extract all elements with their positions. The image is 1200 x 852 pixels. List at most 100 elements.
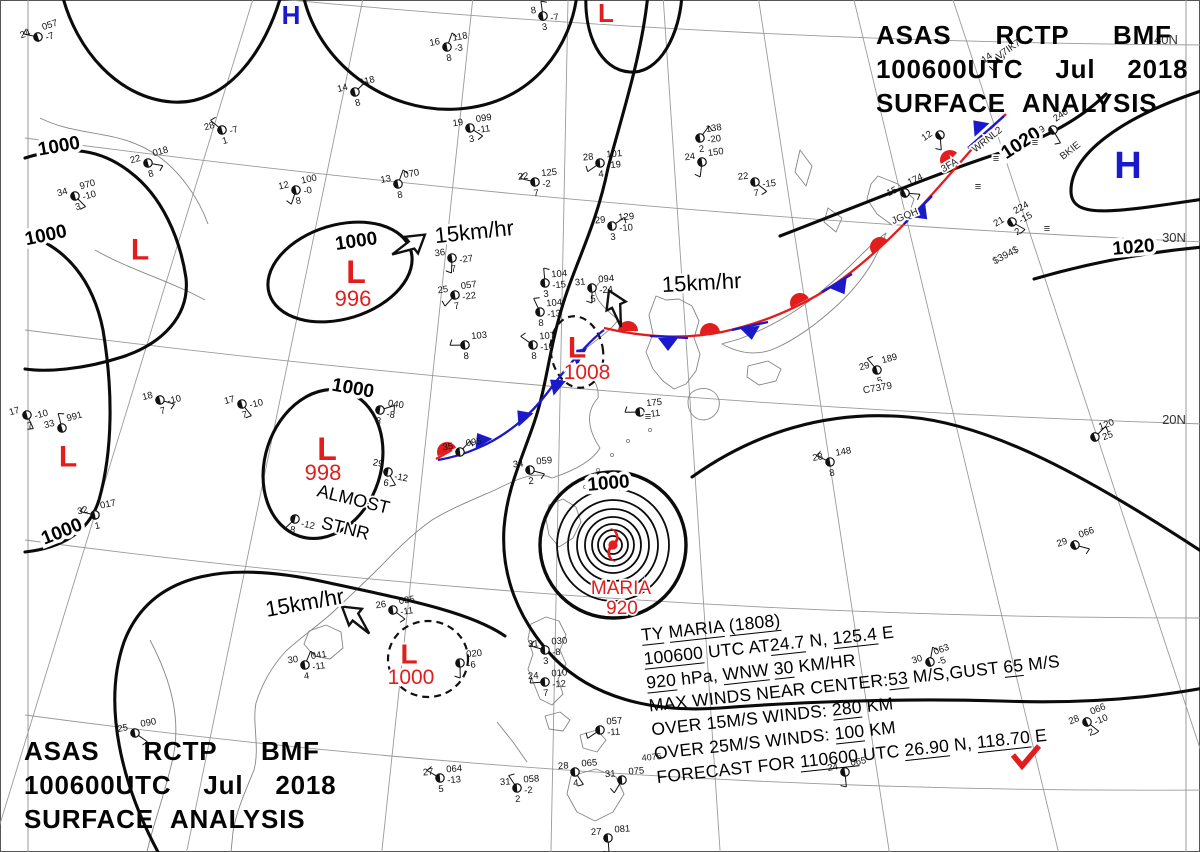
station-cloud-amount: 8 [538,318,544,329]
station-temp: 14 [980,51,995,66]
stationary-front-main-segment [821,273,853,293]
wind-barb [426,770,437,777]
isobar [113,570,507,852]
coastline [579,729,607,753]
station-plot: 25 057-227 [437,279,477,312]
station-cloud-amount: 8 [295,195,302,207]
station-tendency: -20 [707,133,722,146]
cold-front-symbol [570,348,587,366]
station-tendency: -10 [33,408,49,422]
wind-barb-tick [540,0,547,3]
wind-barb [23,33,34,37]
station-plot: 040-8 8 [375,398,404,427]
station-plot: 12 [920,129,945,151]
wind-barb [283,521,293,530]
station-tendency: -10 [166,393,182,407]
isobar [778,92,1108,238]
station-tendency: -2 [524,785,533,797]
station-cloud-amount: 8 [828,467,835,479]
wind-barb [533,470,545,475]
station-cloud-fill [33,33,40,42]
wind-barb [909,192,920,195]
station-temp: 15 [885,185,899,199]
station-temp: 28 [203,120,216,133]
stationary-front-main-segment [967,115,1005,149]
station-plot: 30 063-5 [910,642,950,668]
station-cloud-amount: 1 [221,135,229,147]
island [595,467,601,473]
station-tendency: -19 [607,159,622,171]
wind-barb [993,60,999,71]
wind-barb-tick [79,206,86,210]
station-cloud-amount: 8 [463,351,469,362]
pressure-center-value: 996 [335,286,372,311]
station-temp: 28 [558,760,569,772]
station-cloud-amount: 6 [382,477,389,489]
station-pressure: 118 [452,30,469,43]
wind-barb-tick [281,523,285,530]
station-cloud-amount: 7 [753,188,759,199]
station-cloud-amount: 5 [438,784,444,795]
station-tendency: -12 [393,471,408,484]
station-tendency: -8 [552,647,561,659]
wind-barb [533,298,539,309]
station-pressure: 090 [140,716,158,730]
station-cloud-amount: 7 [26,420,34,432]
map-annotation: ≡ [645,411,651,423]
typhoon-icon-core [608,540,618,550]
coastline [146,639,177,852]
station-pressure: 059 [536,455,553,467]
station-plot: 14 118 8 [336,74,376,109]
station-temp: 24 [684,151,696,163]
station-cloud-fill [442,42,448,52]
chart-header-top-right: ASAS RCTP BMF 100600UTC Jul 2018 SURFACE… [876,18,1188,120]
station-plot: 22 125-27 [517,167,557,200]
station-tendency: -15 [762,178,777,190]
longitude-line [381,0,474,852]
wind-barb [1015,223,1026,230]
station-cloud-amount: 1 [94,520,101,532]
station-cloud-fill [603,833,609,843]
wind-barb [444,297,453,307]
wind-barb [447,32,453,44]
station-cloud-fill [70,191,77,201]
station-cloud-fill [750,177,756,187]
station-plot: 32 017 1 [76,498,117,533]
low-pressure-symbol: L [131,234,149,267]
wind-barb-tick [22,28,27,35]
wind-barb [1090,724,1100,732]
station-cloud-fill [617,775,623,785]
wind-barb-tick [624,406,628,413]
longitude-line [758,0,890,852]
movement-speed-label: 15km/hr [661,268,742,297]
station-pressure: 129 [618,211,635,223]
wind-barb [939,139,942,150]
station-tendency: -27 [459,253,474,266]
station-tendency: -2 [542,178,552,190]
station-cloud-amount: 8 [354,97,362,109]
station-cloud-amount: 8 [531,351,537,362]
latitude-line [284,0,1200,46]
wind-barb [866,358,875,368]
station-pressure: 075 [628,765,645,777]
isobar-value-label: 1000 [23,221,69,250]
station-plot: 22 -157 [737,171,777,199]
station-cloud-fill [388,605,394,615]
station-cloud-fill [530,177,536,187]
station-cloud-amount: 3 [74,201,82,213]
station-cloud-fill [540,645,546,655]
station-cloud-amount: 7 [450,264,457,276]
station-temp: 25 [117,722,129,735]
station-cloud-amount: 8 [147,168,155,180]
wind-barb-tick [708,125,713,132]
station-plot: 12 100-08 [277,173,318,208]
station-pressure: 058 [523,773,540,785]
wind-barb [290,193,296,205]
wind-barb-tick [577,783,584,787]
typhoon-isobar-ring [584,516,642,574]
station-plot: 31 030-83 [528,635,568,667]
wind-barb [591,292,593,304]
